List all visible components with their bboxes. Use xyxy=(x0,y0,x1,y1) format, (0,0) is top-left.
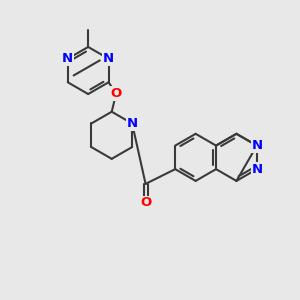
Text: N: N xyxy=(62,52,73,65)
Text: N: N xyxy=(251,139,262,152)
Text: N: N xyxy=(127,117,138,130)
Text: N: N xyxy=(103,52,114,65)
Text: O: O xyxy=(110,87,122,100)
Text: O: O xyxy=(140,196,151,209)
Text: N: N xyxy=(251,163,262,176)
